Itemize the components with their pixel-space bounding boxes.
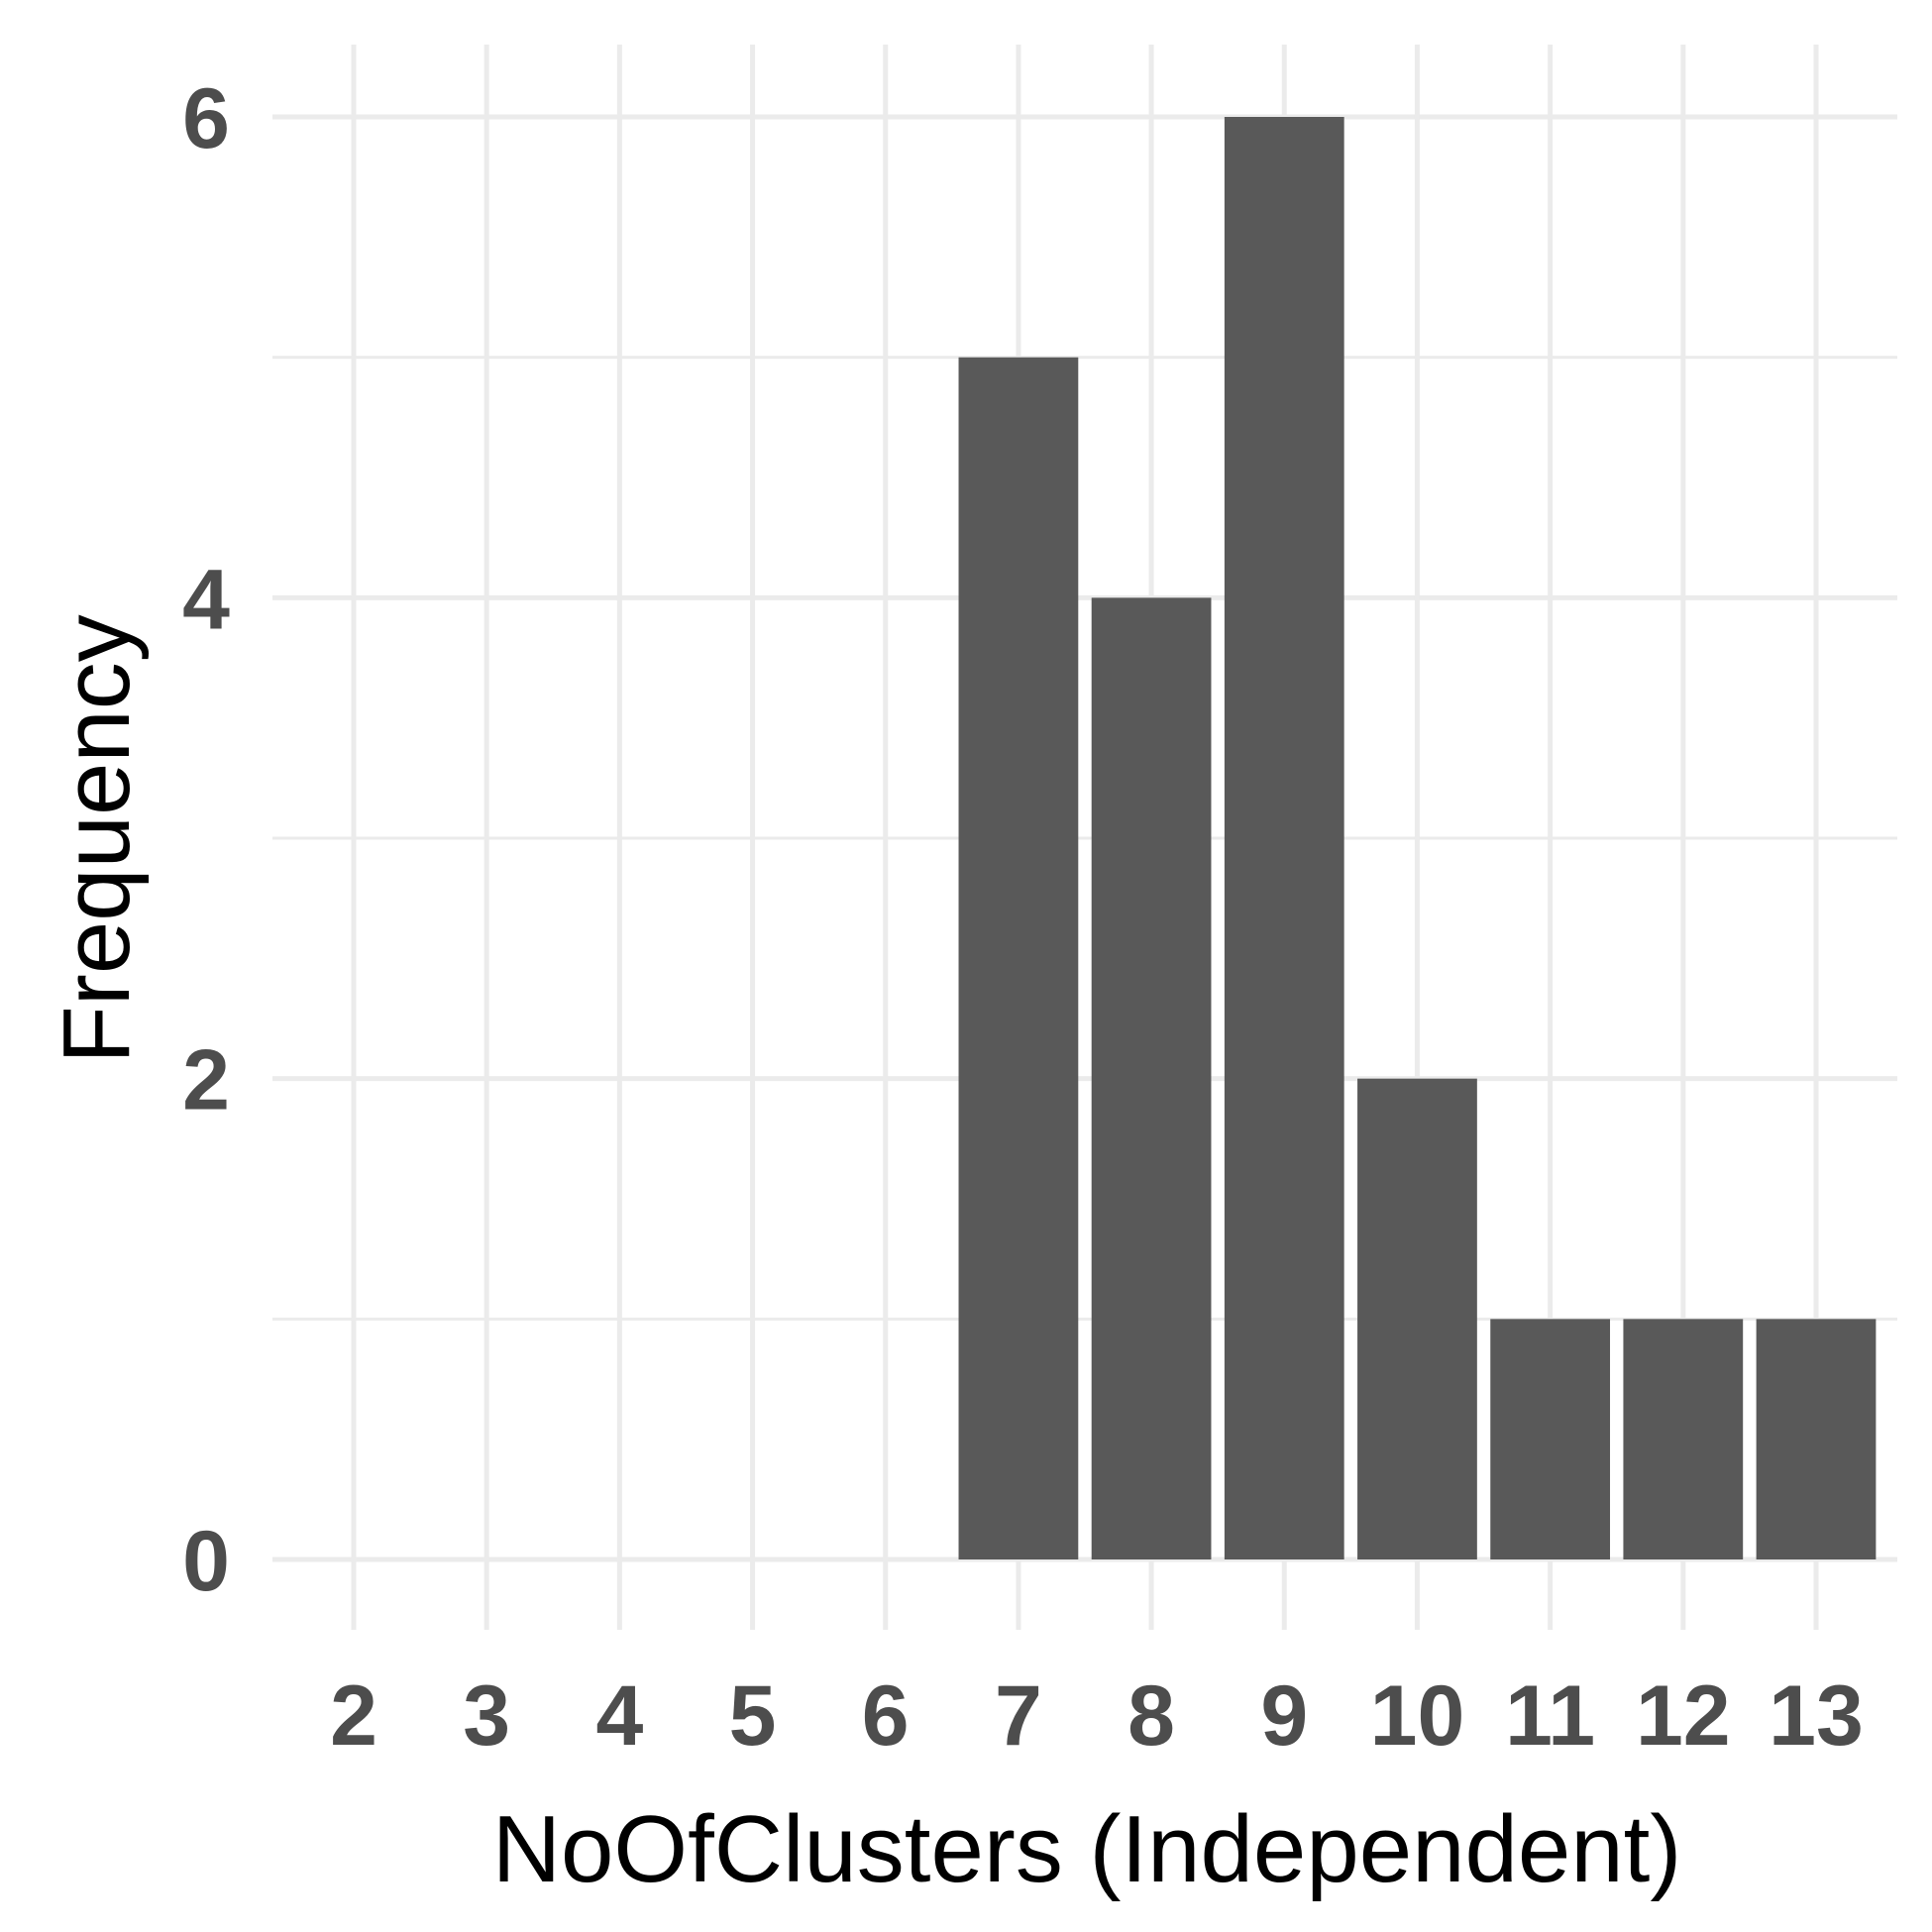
bar <box>1357 1078 1477 1559</box>
x-axis-title: NoOfClusters (Independent) <box>492 1796 1682 1902</box>
y-axis-title: Frequency <box>44 614 150 1064</box>
x-tick-label: 11 <box>1505 1668 1595 1764</box>
x-tick-label: 10 <box>1370 1668 1465 1764</box>
y-tick-label: 0 <box>182 1514 230 1609</box>
y-tick-label: 2 <box>182 1033 230 1128</box>
x-tick-label: 2 <box>330 1668 377 1764</box>
y-tick-label: 6 <box>182 71 230 166</box>
bar <box>1623 1319 1744 1559</box>
bar <box>1490 1319 1611 1559</box>
x-tick-label: 13 <box>1769 1668 1864 1764</box>
minor-gridlines <box>272 356 1897 1321</box>
x-tick-label: 12 <box>1636 1668 1731 1764</box>
x-tick-label: 3 <box>463 1668 510 1764</box>
x-tick-label: 8 <box>1127 1668 1175 1764</box>
bars <box>958 117 1877 1560</box>
x-tick-label: 6 <box>862 1668 910 1764</box>
y-tick-label: 4 <box>182 552 230 647</box>
bar <box>958 357 1079 1560</box>
x-tick-label: 7 <box>995 1668 1042 1764</box>
bar <box>1224 117 1344 1559</box>
x-tick-label: 9 <box>1260 1668 1308 1764</box>
x-tick-labels: 2 3 4 5 6 7 8 9 10 11 12 13 <box>330 1668 1864 1764</box>
bar <box>1756 1319 1877 1559</box>
bar <box>1091 597 1212 1559</box>
x-tick-label: 5 <box>729 1668 777 1764</box>
x-tick-label: 4 <box>595 1668 643 1764</box>
y-tick-labels: 0 2 4 6 <box>182 71 230 1609</box>
